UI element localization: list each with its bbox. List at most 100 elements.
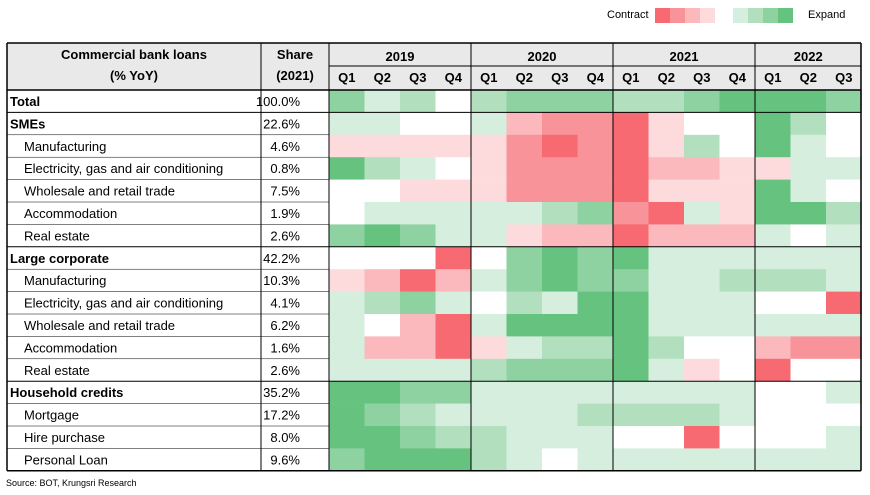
header-label-unit: (% YoY)	[110, 68, 158, 83]
heat-cell	[506, 112, 543, 136]
heat-cell	[826, 291, 862, 315]
heat-cell	[577, 336, 614, 360]
heat-cell	[400, 358, 436, 382]
heat-cell	[542, 291, 578, 315]
heat-cell	[755, 112, 791, 136]
heat-cell	[400, 90, 436, 113]
heat-cell	[471, 426, 507, 449]
heat-cell	[364, 202, 401, 225]
heat-cell	[719, 381, 756, 404]
heat-cell	[364, 157, 401, 180]
heat-cell	[471, 291, 507, 315]
share-value: 4.1%	[270, 296, 300, 311]
heat-cell	[755, 403, 791, 427]
heat-cell	[471, 202, 507, 225]
heat-cell	[826, 336, 862, 360]
heat-cell	[364, 134, 401, 158]
heat-cell	[329, 314, 365, 337]
heat-cell	[364, 224, 401, 248]
heat-cell	[648, 202, 685, 225]
share-value: 8.0%	[270, 430, 300, 445]
quarter-label: Q2	[800, 70, 817, 85]
heat-cell	[755, 291, 791, 315]
heat-cell	[577, 269, 614, 292]
heat-cell	[364, 112, 401, 136]
header-share: Share	[277, 47, 313, 62]
heat-cell	[506, 269, 543, 292]
heat-cell	[790, 448, 827, 472]
heat-cell	[400, 134, 436, 158]
heatmap-cells	[329, 90, 862, 472]
heat-cell	[329, 157, 365, 180]
heat-cell	[471, 90, 507, 113]
heat-cell	[542, 90, 578, 113]
heat-cell	[577, 90, 614, 113]
heat-cell	[613, 381, 649, 404]
heat-cell	[364, 269, 401, 292]
heat-cell	[613, 246, 649, 270]
heat-cell	[400, 336, 436, 360]
heat-cell	[400, 403, 436, 427]
heat-cell	[790, 157, 827, 180]
heat-cell	[506, 314, 543, 337]
sector-label: Manufacturing	[24, 139, 106, 154]
heat-cell	[613, 224, 649, 248]
heat-cell	[542, 403, 578, 427]
heat-cell	[329, 358, 365, 382]
heat-cell	[329, 336, 365, 360]
heat-cell	[684, 112, 720, 136]
heat-cell	[435, 224, 472, 248]
heat-cell	[826, 246, 862, 270]
heat-cell	[542, 157, 578, 180]
share-value: 42.2%	[263, 251, 300, 266]
heat-cell	[542, 179, 578, 203]
category-label: Large corporate	[10, 251, 109, 266]
source-note: Source: BOT, Krungsri Research	[6, 478, 137, 488]
heat-cell	[719, 358, 756, 382]
heat-cell	[400, 157, 436, 180]
table-grid	[6, 42, 862, 472]
heat-cell	[542, 358, 578, 382]
heat-cell	[577, 403, 614, 427]
heat-cell	[719, 269, 756, 292]
heat-cell	[471, 112, 507, 136]
heat-cell	[471, 336, 507, 360]
heat-cell	[826, 112, 862, 136]
legend-expand-label: Expand	[808, 9, 846, 21]
heat-cell	[826, 403, 862, 427]
legend-contract-swatch	[685, 8, 700, 23]
heat-cell	[506, 90, 543, 113]
heat-cell	[329, 90, 365, 113]
heat-cell	[400, 381, 436, 404]
heat-cell	[364, 336, 401, 360]
heat-cell	[755, 246, 791, 270]
share-value: 0.8%	[270, 161, 300, 176]
table-text: Commercial bank loans (% YoY) Share (2021) 2…	[10, 47, 852, 467]
heat-cell	[684, 134, 720, 158]
sector-label: Hire purchase	[24, 430, 105, 445]
heat-cell	[329, 448, 365, 472]
heat-cell	[506, 246, 543, 270]
heat-cell	[719, 314, 756, 337]
heat-cell	[435, 403, 472, 427]
heat-cell	[684, 314, 720, 337]
heat-cell	[542, 314, 578, 337]
heat-cell	[471, 448, 507, 472]
heat-cell	[790, 224, 827, 248]
heat-cell	[400, 112, 436, 136]
heat-cell	[684, 403, 720, 427]
heat-cell	[400, 224, 436, 248]
quarter-label: Q3	[551, 70, 568, 85]
heat-cell	[506, 291, 543, 315]
heat-cell	[435, 314, 472, 337]
heat-cell	[329, 134, 365, 158]
legend-contract-swatch	[670, 8, 685, 23]
heat-cell	[755, 224, 791, 248]
heat-cell	[542, 134, 578, 158]
heat-cell	[542, 224, 578, 248]
legend: Contract Expand	[0, 8, 870, 26]
quarter-label: Q3	[693, 70, 710, 85]
heat-cell	[826, 269, 862, 292]
category-label: Total	[10, 94, 40, 109]
heat-cell	[435, 381, 472, 404]
